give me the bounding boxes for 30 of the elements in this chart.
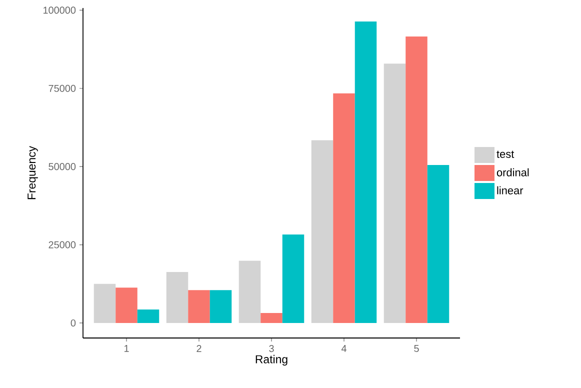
y-tick-label: 25000 (48, 241, 76, 248)
y-axis-title: Frequency (28, 146, 38, 200)
legend-label: test (496, 150, 514, 158)
x-tick-label: 5 (414, 345, 419, 352)
y-tick-label: 100000 (44, 6, 76, 14)
x-tick-label: 2 (196, 345, 202, 352)
bar (260, 312, 282, 323)
y-tick-label: 0 (70, 319, 76, 327)
x-tick-label: 4 (341, 345, 346, 352)
legend-label: linear (497, 186, 524, 194)
x-axis-title: Rating (256, 354, 288, 366)
bar (238, 260, 261, 323)
bar (384, 64, 406, 323)
bar (311, 140, 334, 323)
bar (116, 288, 138, 323)
x-tick-label: 3 (269, 345, 274, 352)
bar (427, 165, 450, 323)
bar (137, 310, 160, 323)
bar (188, 290, 210, 323)
x-tick-label: 1 (124, 345, 129, 352)
bar (406, 36, 428, 323)
y-tick-label: 75000 (48, 84, 76, 92)
bar (94, 284, 116, 323)
y-tick-label: 50000 (48, 163, 76, 170)
bar (354, 21, 377, 323)
bar (333, 93, 355, 323)
bar (282, 234, 304, 323)
legend-label: ordinal (496, 168, 529, 176)
bar (166, 272, 188, 323)
bar (210, 290, 232, 323)
